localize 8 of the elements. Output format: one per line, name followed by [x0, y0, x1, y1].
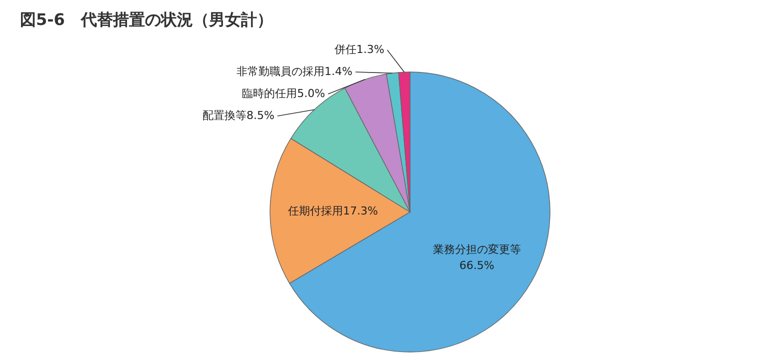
slice-label: 非常勤職員の採用1.4%: [236, 65, 352, 78]
slice-label: 業務分担の変更等: [432, 243, 521, 256]
slice-label: 臨時的任用5.0%: [242, 87, 326, 100]
slice-label: 配置換等8.5%: [202, 109, 274, 122]
slice-label: 併任1.3%: [334, 43, 384, 56]
chart-title: 図5-6 代替措置の状況（男女計）: [20, 10, 273, 29]
slice-label: 任期付採用17.3%: [287, 204, 378, 218]
data-label: 66.5%: [459, 259, 494, 272]
